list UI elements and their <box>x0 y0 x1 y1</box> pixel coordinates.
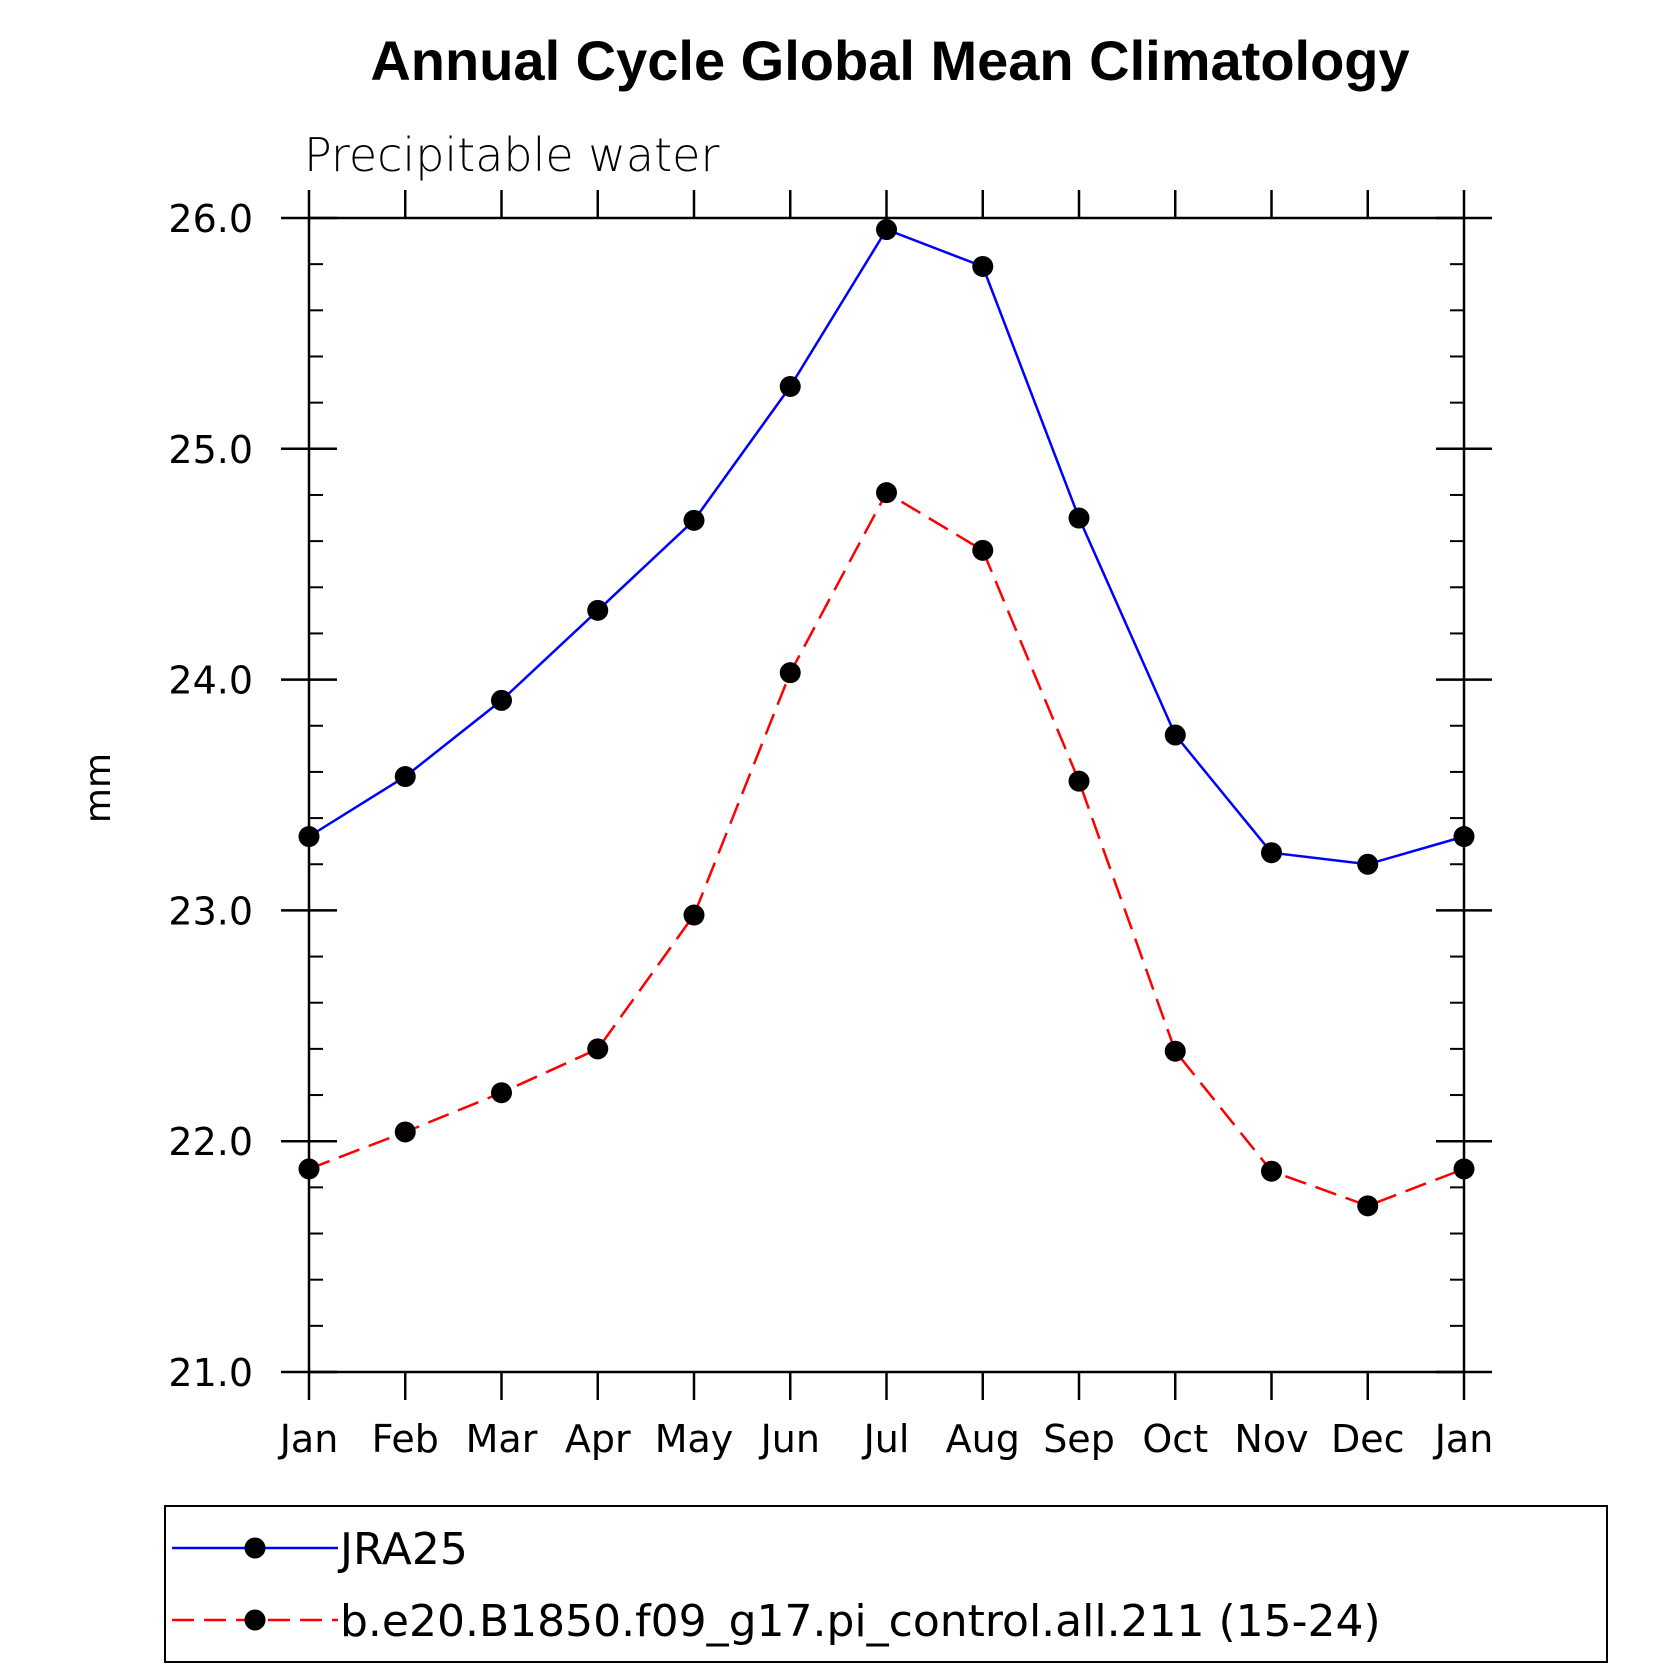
series-0-point <box>491 689 512 711</box>
legend-label-jra25: JRA25 <box>337 1524 468 1575</box>
y-tick-label: 25.0 <box>168 428 253 472</box>
series-0-point <box>1357 853 1379 875</box>
x-tick-label: May <box>655 1417 734 1461</box>
series-line-0 <box>308 227 1465 866</box>
series-1-point <box>1164 1040 1186 1062</box>
x-tick-label: Apr <box>565 1417 631 1461</box>
x-tick-labels: Jan Feb Mar Apr May Jun Jul Aug Sep Oct Nov Dec Jan <box>278 1417 1494 1461</box>
y-tick-label: 24.0 <box>168 659 253 703</box>
x-tick-label: Dec <box>1331 1417 1405 1461</box>
y-tick-label: 23.0 <box>168 889 253 933</box>
x-tick-label: Mar <box>466 1417 538 1461</box>
series-1-point <box>1068 770 1090 792</box>
series-1-point <box>876 482 897 504</box>
series-0-point <box>876 219 897 241</box>
chart-subtitle: Precipitable water <box>304 128 719 182</box>
series-0-point <box>1261 842 1282 864</box>
legend-swatch-marker-model <box>244 1609 266 1631</box>
series-0-point <box>779 375 801 397</box>
y-tick-label: 21.0 <box>168 1351 253 1395</box>
series-1 <box>298 482 1475 1217</box>
plot-frame <box>307 216 1466 1374</box>
x-tick-label: Aug <box>946 1417 1020 1461</box>
chart-title: Annual Cycle Global Mean Climatology <box>370 29 1409 92</box>
series-1-point <box>394 1121 416 1143</box>
series-1-point <box>587 1038 609 1060</box>
series-1-point <box>1357 1195 1379 1217</box>
x-tick-label: Nov <box>1234 1417 1308 1461</box>
series-0-point <box>683 509 705 531</box>
series-line-1 <box>308 490 1465 1208</box>
series-0-point <box>1164 724 1186 746</box>
x-tick-label: Feb <box>372 1417 439 1461</box>
series-0-point <box>394 766 416 788</box>
legend-label-model: b.e20.B1850.f09_g17.pi_control.all.211 (… <box>340 1596 1381 1647</box>
legend-swatch-marker-jra25 <box>244 1537 266 1559</box>
x-tick-label: Jan <box>1433 1417 1494 1461</box>
axis-ticks <box>281 190 1492 1400</box>
series-1-point <box>1261 1160 1282 1182</box>
series-1-point <box>491 1082 512 1104</box>
legend: JRA25 b.e20.B1850.f09_g17.pi_control.all… <box>164 1505 1608 1663</box>
series-1-point <box>683 904 705 926</box>
series-0 <box>298 219 1475 875</box>
x-tick-label: Oct <box>1142 1417 1208 1461</box>
y-tick-label: 22.0 <box>168 1120 253 1164</box>
x-tick-label: Jun <box>759 1417 820 1461</box>
series-layer <box>298 219 1475 1217</box>
series-0-point <box>1068 507 1090 529</box>
series-1-point <box>779 662 801 684</box>
series-0-point <box>587 599 609 621</box>
y-tick-labels: 21.0 22.0 23.0 24.0 25.0 26.0 <box>168 197 253 1395</box>
y-axis-label: mm <box>78 753 119 823</box>
x-tick-label: Sep <box>1043 1417 1115 1461</box>
series-0-point <box>972 255 994 277</box>
legend-box <box>164 1505 1608 1663</box>
series-1-point <box>972 539 994 561</box>
y-tick-label: 26.0 <box>168 197 253 241</box>
x-tick-label: Jan <box>278 1417 339 1461</box>
x-tick-label: Jul <box>862 1417 910 1461</box>
